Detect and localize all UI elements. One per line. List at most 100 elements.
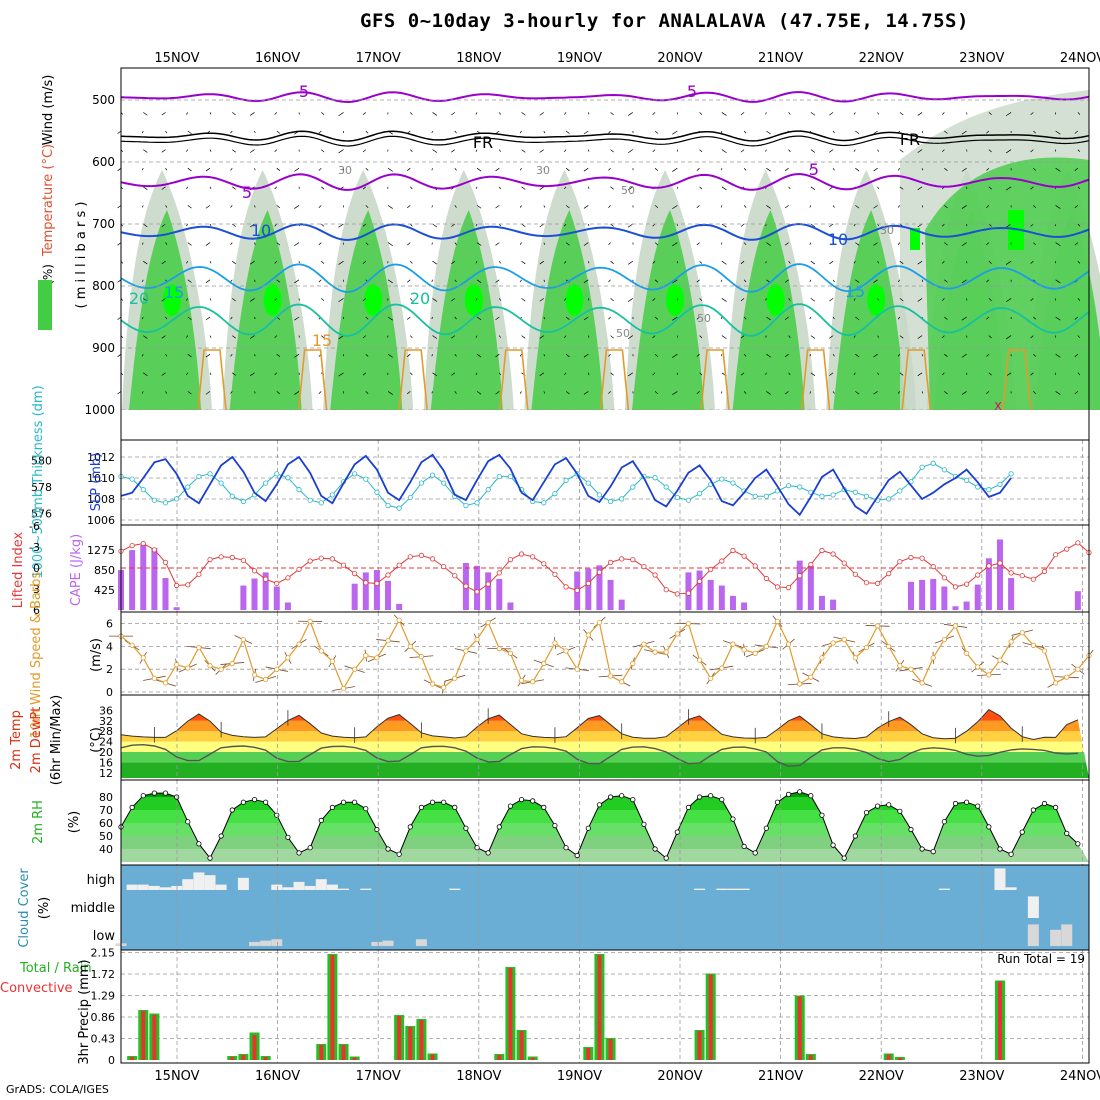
wind-barb [499,335,501,338]
cape-bar [807,565,814,610]
rh-line-point [797,789,803,795]
li-line-point [463,583,469,589]
wind-barb [365,130,369,134]
wind-barb [499,112,501,115]
wind-barb [454,242,457,245]
cloud-bar-high [1005,887,1017,890]
contour-label: X [994,400,1002,413]
precip-convective-bar [330,955,335,1060]
wind-barb [565,316,570,320]
wind-barb [961,279,967,284]
wind-speed-line-point [585,632,591,638]
wind-barb [788,186,791,190]
wind-barb [294,205,300,209]
li-line-point [518,551,525,557]
rh-line-point [596,802,603,808]
thickness-line-point [174,496,180,502]
thickness-line-point [930,460,936,466]
wind-barb [766,353,771,358]
thickness-line-point [919,464,925,470]
temp-tick: 12 [99,767,113,780]
wind-barb [855,391,860,395]
li-line-point [696,578,703,584]
li-line-point [485,581,491,587]
wind-barb [986,205,990,208]
wind-barb [1005,112,1012,117]
li-line-point [741,553,747,559]
wind-barb [988,186,992,190]
wind-barb [519,130,522,134]
wind-barb [294,316,300,321]
wind-barb [899,335,904,339]
wind-barb [855,130,860,135]
wind-barb [740,260,745,264]
panel-frame [120,611,1090,696]
li-line-point [151,547,157,553]
wind-barb [476,167,482,172]
wind-barb [654,167,659,171]
cape-bar [507,602,514,610]
rh-line-point [552,822,558,829]
wind-barb [539,335,545,339]
cloud-bar-low [415,939,427,946]
wind-barb [475,186,478,190]
wind-barb [740,149,745,153]
wind-speed-line-point [607,673,614,679]
date-label-bottom: 16NOV [255,1069,300,1084]
rh-line-point [574,852,580,859]
wind-speed-line-point [441,684,447,691]
wind-barb [230,130,233,134]
wind-barb [387,353,393,358]
rh-line-point [518,796,525,803]
wind-barb [986,353,990,357]
wind-barb [543,279,546,283]
date-label-top: 23NOV [959,51,1004,66]
wind-barb [187,242,192,246]
precip-convective-bar [430,1054,435,1060]
wind-barb [696,353,700,357]
wind-barb [766,316,771,321]
temp-tick: 32 [99,715,113,728]
wind-speed-line-point [240,636,246,643]
rh-line-point [385,846,391,852]
wind-barb [521,112,526,116]
thickness-line-point [696,490,703,497]
wind-barb [897,391,901,394]
li-line-point [1030,576,1036,582]
wind-barb [587,298,590,301]
thickness-line-point [607,498,614,505]
wind-barb [743,279,747,283]
precip-convective-bar [708,974,713,1060]
rh-line-point [763,825,769,831]
wind-barb [543,168,546,171]
wind-barb [318,242,322,246]
wind-barb [765,261,767,264]
cape-axis-label: CAPE (J/kg) [69,534,84,606]
wind-barb [338,112,344,117]
wind-speed-line-point [808,674,814,680]
cloud-bar-high [282,887,294,890]
wind-speed-line-point [997,657,1003,663]
wind-barb [431,316,433,320]
wind-barb [696,316,700,320]
contour-label: 10 [828,230,848,249]
wind-speed-line-point [418,654,425,660]
precip-convective-bar [408,1027,413,1060]
cloud-bar-high [215,884,227,890]
li-line-point [730,547,736,554]
thickness-line-point [274,471,280,477]
wind-barb [654,316,659,320]
wind-speed-line-point [596,619,603,626]
li-line-point [374,580,380,587]
wind-barb [254,354,256,357]
cape-bar [1008,578,1015,610]
wind-barb [829,112,834,116]
wind-barb [608,130,611,134]
wind-barb [988,335,992,339]
precip-convective-bar [519,1031,524,1060]
temp-tick: 28 [99,725,113,738]
wind-speed-line-point [185,665,191,671]
wind-barb [721,260,727,265]
wind-barb [161,223,166,228]
temp2m-axis-label: 2m Temp [9,710,24,770]
